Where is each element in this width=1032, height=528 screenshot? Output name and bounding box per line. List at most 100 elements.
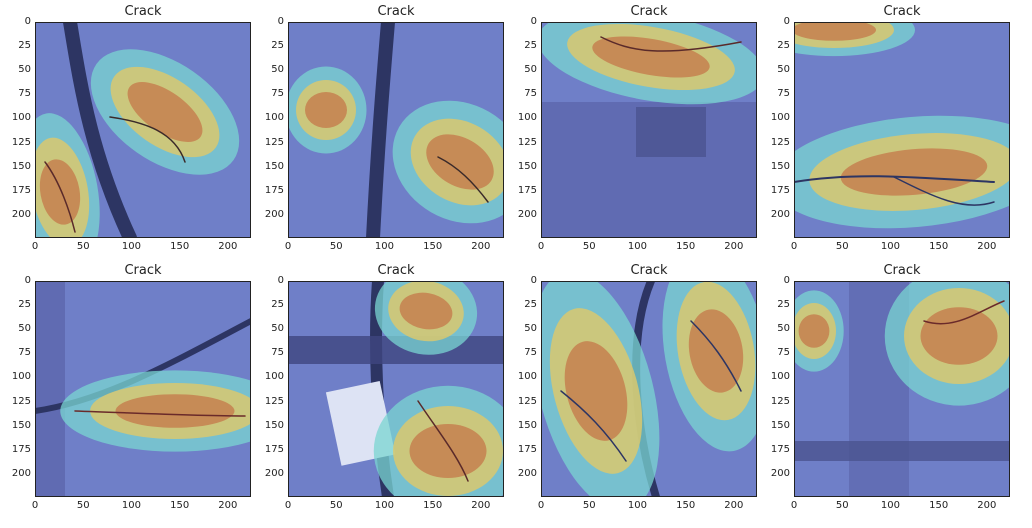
panel-title: Crack — [883, 4, 921, 19]
x-tick-label: 200 — [724, 500, 744, 511]
activation-blob — [60, 370, 251, 452]
y-tick-label: 175 — [264, 443, 284, 455]
x-tick-label: 50 — [329, 241, 343, 252]
x-tick-label: 0 — [790, 241, 798, 252]
panel-title: Crack — [124, 4, 162, 19]
x-tick-label: 100 — [627, 500, 647, 511]
y-tick-label: 200 — [11, 467, 31, 479]
x-tick-label: 150 — [423, 241, 443, 252]
y-tick-label: 25 — [271, 40, 284, 52]
y-tick-label: 150 — [770, 160, 790, 172]
y-tick-label: 150 — [11, 160, 31, 172]
y-tick-label: 200 — [770, 467, 790, 479]
x-tick-label: 100 — [880, 241, 900, 252]
x-tick-label: 0 — [31, 500, 39, 511]
y-tick-label: 200 — [264, 467, 284, 479]
y-tick-label: 150 — [264, 419, 284, 431]
x-tick-label: 200 — [471, 500, 491, 511]
x-tick-label: 50 — [582, 500, 596, 511]
x-tick-label: 50 — [582, 241, 596, 252]
y-tick-label: 75 — [271, 347, 284, 359]
crack-line — [44, 161, 76, 233]
heatmap-image — [35, 22, 251, 238]
y-tick-label: 200 — [264, 208, 284, 220]
activation-blob — [90, 49, 240, 175]
y-tick-label: 25 — [777, 299, 790, 311]
activation-blob — [794, 115, 1010, 229]
activation-blob — [374, 281, 478, 355]
x-tick-label: 100 — [121, 500, 141, 511]
y-tick-label: 125 — [264, 136, 284, 148]
x-tick-label: 0 — [284, 241, 292, 252]
y-tick-label: 100 — [264, 371, 284, 383]
y-tick-label: 0 — [24, 275, 31, 286]
y-tick-label: 50 — [18, 64, 31, 76]
x-tick-label: 200 — [977, 241, 997, 252]
y-tick-label: 100 — [517, 112, 537, 124]
y-tick-label: 100 — [11, 371, 31, 383]
y-tick-label: 25 — [777, 40, 790, 52]
crack-line — [109, 116, 186, 163]
x-tick-label: 150 — [676, 241, 696, 252]
x-tick-label: 50 — [835, 500, 849, 511]
x-tick-label: 150 — [170, 500, 190, 511]
y-tick-label: 75 — [18, 347, 31, 359]
x-tick-label: 150 — [423, 500, 443, 511]
y-tick-label: 0 — [783, 16, 790, 27]
y-tick-label: 150 — [770, 419, 790, 431]
y-tick-label: 50 — [524, 64, 537, 76]
y-tick-label: 175 — [11, 443, 31, 455]
x-tick-label: 100 — [121, 241, 141, 252]
x-tick-label: 200 — [724, 241, 744, 252]
x-tick-label: 0 — [31, 241, 39, 252]
y-tick-label: 200 — [517, 208, 537, 220]
y-tick-label: 100 — [770, 112, 790, 124]
crack-line — [63, 22, 137, 238]
heatmap-image — [541, 22, 757, 238]
y-tick-label: 0 — [24, 16, 31, 27]
panel-title: Crack — [630, 263, 668, 278]
x-tick-label: 100 — [374, 241, 394, 252]
crack-line — [560, 390, 627, 462]
y-tick-label: 150 — [517, 419, 537, 431]
x-tick-label: 100 — [880, 500, 900, 511]
y-tick-label: 75 — [777, 88, 790, 100]
panel-title: Crack — [377, 263, 415, 278]
y-tick-label: 175 — [517, 184, 537, 196]
x-tick-label: 50 — [76, 241, 90, 252]
crack-line — [794, 175, 995, 183]
heatmap-image — [288, 22, 504, 238]
x-tick-label: 200 — [218, 500, 238, 511]
crack-line — [600, 36, 742, 52]
panel-title: Crack — [883, 263, 921, 278]
x-tick-label: 150 — [170, 241, 190, 252]
x-tick-label: 200 — [218, 241, 238, 252]
y-tick-label: 175 — [11, 184, 31, 196]
activation-blob — [288, 66, 367, 154]
x-tick-label: 100 — [374, 500, 394, 511]
y-tick-label: 50 — [524, 323, 537, 335]
y-tick-label: 25 — [524, 299, 537, 311]
x-tick-label: 150 — [929, 500, 949, 511]
y-tick-label: 0 — [277, 16, 284, 27]
y-tick-label: 75 — [777, 347, 790, 359]
y-tick-label: 50 — [18, 323, 31, 335]
y-tick-label: 0 — [783, 275, 790, 286]
activation-blob — [794, 22, 915, 57]
activation-blob — [794, 290, 844, 372]
y-tick-label: 100 — [770, 371, 790, 383]
y-tick-label: 150 — [11, 419, 31, 431]
crack-line — [690, 320, 742, 392]
y-tick-label: 0 — [530, 275, 537, 286]
y-tick-label: 125 — [11, 395, 31, 407]
panel-title: Crack — [377, 4, 415, 19]
crack-line — [893, 176, 995, 206]
y-tick-label: 100 — [517, 371, 537, 383]
y-tick-label: 150 — [517, 160, 537, 172]
x-tick-label: 0 — [537, 241, 545, 252]
x-tick-label: 50 — [329, 500, 343, 511]
x-tick-label: 200 — [977, 500, 997, 511]
heatmap-image — [288, 281, 504, 497]
x-tick-label: 100 — [627, 241, 647, 252]
